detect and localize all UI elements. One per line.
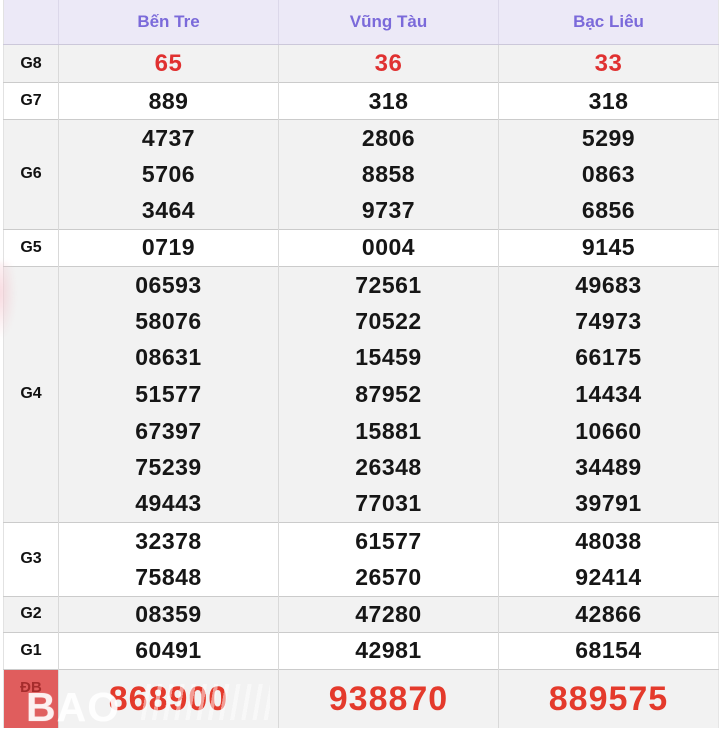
prize-value: 48038: [498, 521, 719, 560]
prize-value: 9737: [278, 192, 499, 230]
prize-value: 72561: [278, 265, 499, 304]
prize-value: 92414: [498, 559, 719, 597]
prize-value: 74973: [498, 303, 719, 340]
table-row: G2 08359 47280 42866: [3, 595, 719, 633]
prize-value: 87952: [278, 376, 499, 413]
header-row: Bến Tre Vũng Tàu Bạc Liêu: [3, 0, 719, 45]
table-row: 3464 9737 6856: [4, 192, 719, 230]
prize-value: 06593: [58, 265, 279, 304]
table-row: 58076 70522 74973: [4, 303, 719, 340]
prize-label-g3: G3: [3, 521, 59, 597]
table-row: 75848 26570 92414: [4, 559, 719, 597]
prize-value: 938870: [278, 668, 499, 729]
table-row: 08631 15459 66175: [4, 339, 719, 377]
table-row: G6 4737 2806 5299: [3, 119, 719, 230]
prize-value: 318: [498, 82, 719, 120]
table-row: 75239 26348 34489: [4, 449, 719, 486]
prize-value: 61577: [278, 521, 499, 560]
table-row: 5706 8858 0863: [4, 156, 719, 193]
prize-value: 2806: [278, 119, 499, 157]
prize-value: 6856: [498, 192, 719, 230]
prize-value: 66175: [498, 339, 719, 377]
prize-value: 75848: [58, 559, 279, 597]
prize-value: 68154: [498, 631, 719, 670]
prize-value: 58076: [58, 303, 279, 340]
prize-label-g4: G4: [3, 265, 59, 523]
table-row: G7 889 318 318: [3, 82, 719, 120]
prize-label-g5: G5: [3, 228, 59, 267]
prize-value: 26570: [278, 559, 499, 597]
prize-value: 36: [278, 44, 499, 83]
header-empty-cell: [3, 0, 59, 45]
prize-value: 868900: [58, 668, 279, 729]
table-row: G3 32378 61577 48038: [3, 521, 719, 597]
column-header-bac-lieu: Bạc Liêu: [498, 0, 719, 45]
prize-label-g1: G1: [3, 631, 59, 670]
prize-value: 4737: [58, 119, 279, 157]
prize-value: 49443: [58, 485, 279, 523]
table-row: 51577 87952 14434: [4, 376, 719, 413]
table-row: G4 06593 72561 49683: [3, 265, 719, 523]
prize-value: 75239: [58, 449, 279, 486]
prize-value: 08359: [58, 595, 279, 633]
prize-value: 0719: [58, 228, 279, 267]
prize-value: 0004: [278, 228, 499, 267]
prize-value: 32378: [58, 521, 279, 560]
column-header-ben-tre: Bến Tre: [58, 0, 279, 45]
prize-value: 47280: [278, 595, 499, 633]
prize-label-g8: G8: [3, 44, 59, 83]
prize-value: 889: [58, 82, 279, 120]
column-header-vung-tau: Vũng Tàu: [278, 0, 499, 45]
table-row: ĐB 868900 938870 889575: [3, 668, 719, 729]
prize-value: 51577: [58, 376, 279, 413]
prize-value: 70522: [278, 303, 499, 340]
prize-value: 65: [58, 44, 279, 83]
prize-label-g2: G2: [3, 595, 59, 633]
prize-value: 318: [278, 82, 499, 120]
prize-value: 15881: [278, 412, 499, 450]
prize-value: 14434: [498, 376, 719, 413]
prize-value: 26348: [278, 449, 499, 486]
prize-value: 5706: [58, 156, 279, 193]
prize-value: 889575: [498, 668, 719, 729]
prize-value: 42866: [498, 595, 719, 633]
prize-value: 33: [498, 44, 719, 83]
prize-value: 34489: [498, 449, 719, 486]
lottery-results-table: Bến Tre Vũng Tàu Bạc Liêu G8 65 36 33 G7 889 3…: [3, 0, 719, 729]
prize-value: 3464: [58, 192, 279, 230]
table-row: G5 0719 0004 9145: [3, 228, 719, 267]
table-row: G1 60491 42981 68154: [3, 631, 719, 670]
prize-value: 08631: [58, 339, 279, 377]
prize-label-g7: G7: [3, 82, 59, 120]
prize-value: 9145: [498, 228, 719, 267]
prize-value: 49683: [498, 265, 719, 304]
prize-value: 15459: [278, 339, 499, 377]
prize-value: 42981: [278, 631, 499, 670]
prize-value: 0863: [498, 156, 719, 193]
table-row: 49443 77031 39791: [4, 485, 719, 523]
table-row: G8 65 36 33: [3, 44, 719, 83]
prize-value: 60491: [58, 631, 279, 670]
prize-value: 5299: [498, 119, 719, 157]
prize-label-đb: ĐB: [3, 668, 59, 729]
table-row: 67397 15881 10660: [4, 412, 719, 450]
prize-value: 67397: [58, 412, 279, 450]
prize-label-g6: G6: [3, 119, 59, 230]
prize-value: 10660: [498, 412, 719, 450]
prize-value: 39791: [498, 485, 719, 523]
prize-value: 8858: [278, 156, 499, 193]
prize-value: 77031: [278, 485, 499, 523]
